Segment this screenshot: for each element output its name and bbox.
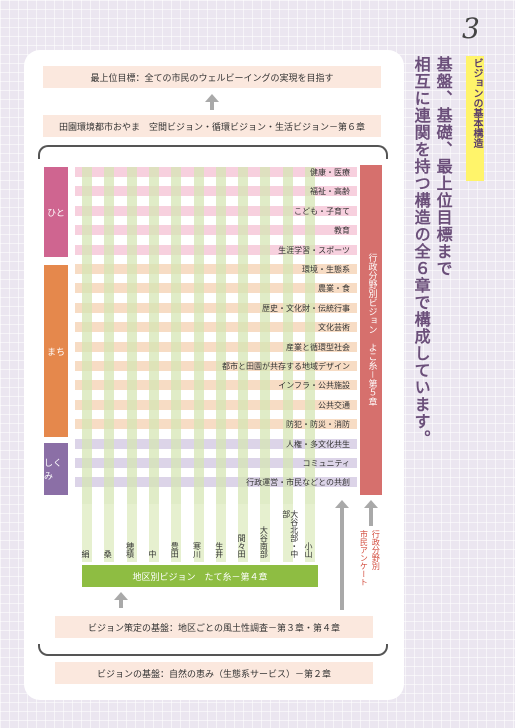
district-column [215, 504, 226, 562]
row-label: 人権・多文化共生 [286, 439, 350, 449]
survey-label-right: 行政分野別 [371, 530, 381, 570]
district-column [305, 504, 315, 562]
matrix-column [305, 167, 315, 504]
district-label: 小山 [304, 542, 313, 558]
heading-line-1: 基盤、基礎、最上位目標まで [433, 56, 453, 277]
district-label: 大谷南部 [259, 526, 269, 558]
row-label: 農業・食 [318, 284, 350, 294]
district-column [82, 504, 92, 562]
district-label: 穂積 [125, 542, 135, 558]
district-label: 桑 [103, 550, 113, 558]
district-label: 絹 [81, 550, 90, 558]
section-tag: ビジョンの基本構造 [471, 58, 482, 148]
row-label: コミュニティ [302, 459, 350, 468]
up-arrow [335, 500, 349, 610]
district-label: 大谷北部・中部 [281, 510, 299, 558]
category-hito: ひと [44, 167, 68, 257]
matrix-column [215, 167, 226, 504]
district-column [260, 504, 271, 562]
row-label: 産業と循環型社会 [286, 342, 350, 352]
up-arrow [114, 592, 128, 608]
foundation-bracket [38, 644, 388, 656]
district-column [148, 504, 159, 562]
survey-label-left: 市民アンケート [359, 530, 369, 586]
row-label: 文化芸術 [318, 323, 350, 333]
matrix-column [171, 167, 182, 504]
top-goal-bar: 最上位目標：全ての市民のウェルビーイングの実現を目指す [43, 66, 381, 88]
heading-line-2: 相互に連関を持つ構造の全６章で構成しています。 [411, 56, 431, 447]
section-tag-highlight [466, 56, 484, 181]
row-label: 教育 [334, 226, 350, 236]
district-column [193, 504, 204, 562]
row-label: 健康・医療 [310, 168, 350, 177]
row-label: 防犯・防災・消防 [286, 420, 350, 430]
matrix-column [238, 167, 249, 504]
district-column [238, 504, 249, 562]
district-column [126, 504, 137, 562]
district-label: 寒川 [192, 542, 202, 558]
row-label: インフラ・公共施設 [278, 381, 350, 391]
matrix-column [126, 167, 137, 504]
matrix-column [282, 167, 293, 504]
category-shikumi: しくみ [44, 443, 68, 495]
chapter2-bar: ビジョンの基盤：自然の恵み（生態系サービス）－第２章 [55, 662, 373, 684]
district-label: 豊田 [170, 542, 180, 558]
chapter5-bar: 行政分野別ビジョン よこ糸－第５章 [360, 165, 382, 495]
matrix-column [260, 167, 271, 504]
chapter3-4-bar: ビジョン策定の基盤：地区ごとの風土性調査－第３章・第４章 [55, 616, 373, 638]
district-column [171, 504, 182, 562]
category-machi: まち [44, 265, 68, 437]
chapter6-bracket [38, 145, 388, 159]
row-label: こども・子育て [294, 206, 350, 216]
district-label: 間々田 [237, 534, 247, 558]
district-label: 中 [147, 550, 157, 558]
matrix-column [148, 167, 159, 504]
row-label: 都市と田園が共存する地域デザイン [222, 362, 350, 371]
matrix-column [82, 167, 92, 504]
matrix-column [193, 167, 204, 504]
district-label: 生井 [214, 542, 224, 558]
row-label: 生涯学習・スポーツ [278, 245, 350, 255]
up-arrow [205, 94, 219, 110]
chapter4-district-bar: 地区別ビジョン たて糸－第４章 [82, 565, 318, 587]
row-label: 行政運営・市民などとの共創 [246, 478, 350, 488]
up-arrow [364, 500, 378, 526]
district-column [104, 504, 115, 562]
section-number: 3 [462, 12, 480, 45]
row-label: 歴史・文化財・伝統行事 [262, 303, 350, 313]
district-column [282, 504, 293, 562]
chapter6-bar: 田園環境都市おやま 空間ビジョン・循環ビジョン・生活ビジョン－第６章 [43, 115, 381, 137]
row-label: 福祉・高齢 [310, 187, 350, 197]
row-label: 環境・生態系 [302, 265, 350, 274]
matrix-column [104, 167, 115, 504]
row-label: 公共交通 [318, 400, 350, 410]
